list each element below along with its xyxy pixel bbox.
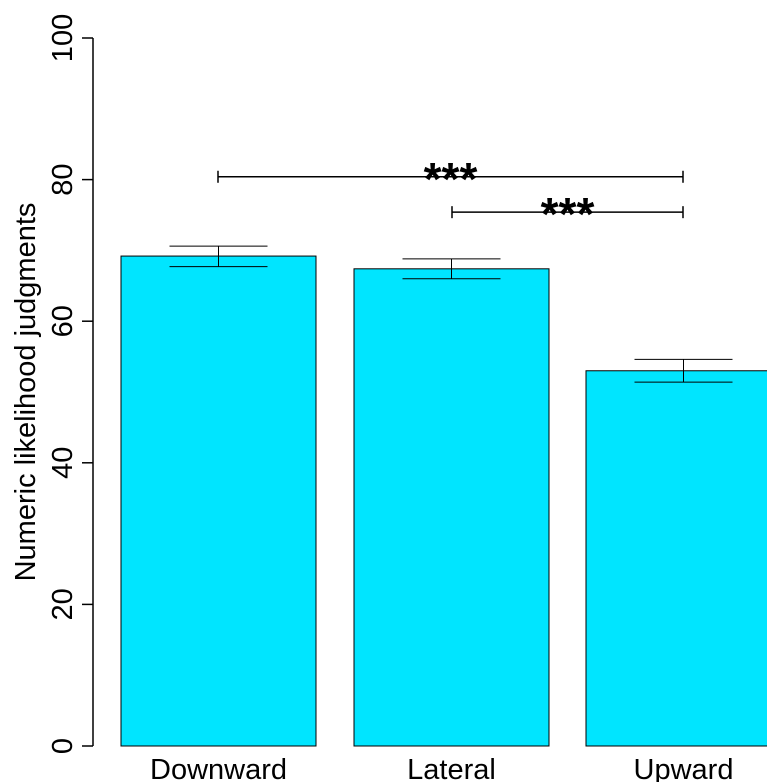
y-tick-label: 100 bbox=[47, 14, 79, 62]
error-bars bbox=[169, 245, 733, 383]
bar bbox=[585, 370, 767, 747]
y-tick-label: 80 bbox=[47, 163, 79, 195]
y-tick-label: 60 bbox=[47, 305, 79, 337]
y-axis-label: Numeric likelihood judgments bbox=[10, 203, 42, 582]
y-axis: 0 20 40 60 80 100 bbox=[47, 14, 94, 754]
significance-label: *** bbox=[541, 188, 595, 240]
y-tick-label: 0 bbox=[47, 738, 79, 754]
bar bbox=[120, 255, 317, 747]
y-tick-label: 20 bbox=[47, 588, 79, 620]
x-tick-label: Downward bbox=[150, 754, 287, 782]
significance-label: *** bbox=[424, 153, 478, 205]
bar bbox=[353, 268, 550, 747]
x-tick-label: Upward bbox=[634, 754, 734, 782]
x-axis-labels: Downward Lateral Upward bbox=[150, 754, 733, 782]
y-tick-label: 40 bbox=[47, 447, 79, 479]
bars bbox=[120, 255, 767, 747]
x-tick-label: Lateral bbox=[407, 754, 496, 782]
significance-brackets: *** *** bbox=[217, 153, 684, 240]
